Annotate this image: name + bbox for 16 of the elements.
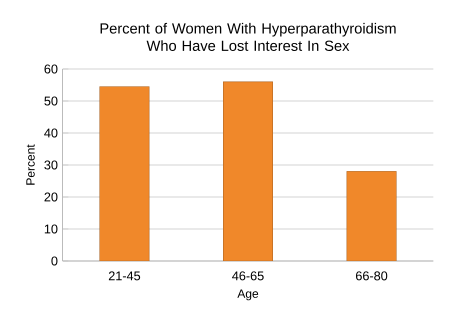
y-tick-label: 40 [44, 128, 58, 138]
x-tick-label: 66-80 [356, 271, 388, 280]
bar [346, 171, 397, 261]
bar [223, 82, 273, 261]
y-axis-title: Percent [26, 144, 35, 185]
y-tick-label: 10 [44, 224, 58, 234]
y-tick-label: 60 [44, 64, 58, 74]
y-tick-label: 0 [51, 256, 58, 266]
x-tick-label: 21-45 [108, 271, 140, 280]
x-tick-label: 46-65 [232, 271, 264, 280]
y-tick-label: 20 [44, 192, 58, 202]
x-axis-title: Age [237, 290, 258, 300]
y-tick-label: 30 [44, 160, 58, 170]
bar [99, 86, 150, 261]
chart-title: Percent of Women With Hyperparathyroidism Who Have Lost Interest In Sex [100, 22, 396, 51]
y-tick-label: 50 [44, 96, 58, 106]
